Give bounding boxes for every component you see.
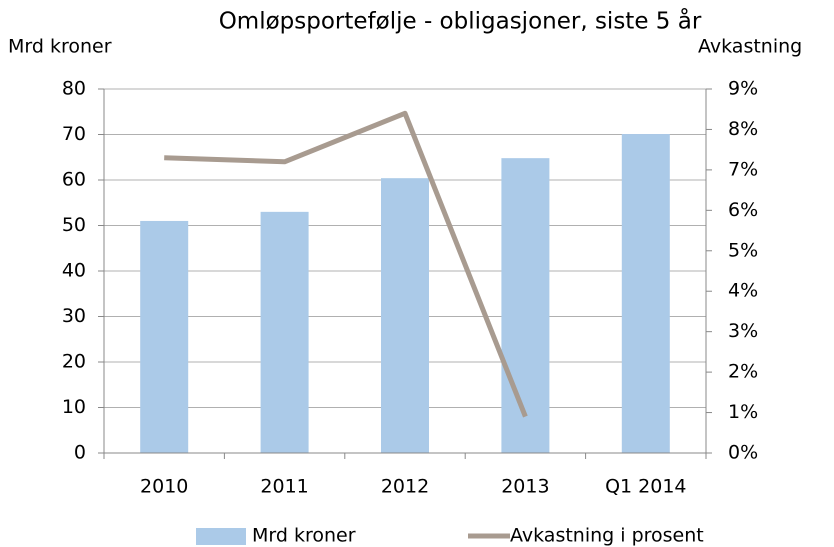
y2-tick-label: 4% (728, 280, 758, 302)
x-tick-label: 2011 (260, 476, 308, 498)
y2-tick-label: 8% (728, 118, 758, 140)
y2-tick-label: 0% (728, 442, 758, 464)
y-tick-label: 70 (62, 123, 86, 145)
y-tick-label: 40 (62, 260, 86, 282)
bar (501, 158, 550, 453)
y-axis-label: Mrd kroner (8, 36, 112, 58)
chart-title: Omløpsportefølje - obligasjoner, siste 5… (219, 7, 702, 35)
y-tick-label: 20 (62, 351, 86, 373)
bar (621, 134, 670, 454)
line (164, 110, 528, 418)
x-tick-label: 2010 (140, 476, 188, 498)
x-tick-label: 2013 (501, 476, 549, 498)
y2-tick-label: 5% (728, 239, 758, 261)
y2-tick-label: 1% (728, 401, 758, 423)
y2-tick-label: 7% (728, 158, 758, 180)
x-tick-label: 2012 (381, 476, 429, 498)
y-tick-label: 0 (74, 442, 86, 464)
y-tick-label: 60 (62, 169, 86, 191)
y2-tick-label: 3% (728, 320, 758, 342)
y2-tick-label: 6% (728, 199, 758, 221)
y2-axis-label: Avkastning (698, 36, 802, 58)
y-tick-label: 80 (62, 78, 86, 100)
legend-label: Avkastning i prosent (510, 525, 704, 547)
x-tick-label: Q1 2014 (605, 476, 686, 498)
bar (260, 211, 309, 453)
y2-tick-label: 2% (728, 361, 758, 383)
bar (140, 220, 189, 453)
y-tick-label: 30 (62, 305, 86, 327)
legend-swatch (196, 528, 246, 545)
bar (381, 178, 429, 453)
legend-label: Mrd kroner (252, 525, 356, 547)
y2-tick-label: 9% (728, 78, 758, 100)
y-tick-label: 10 (62, 396, 86, 418)
y-tick-label: 50 (62, 214, 86, 236)
